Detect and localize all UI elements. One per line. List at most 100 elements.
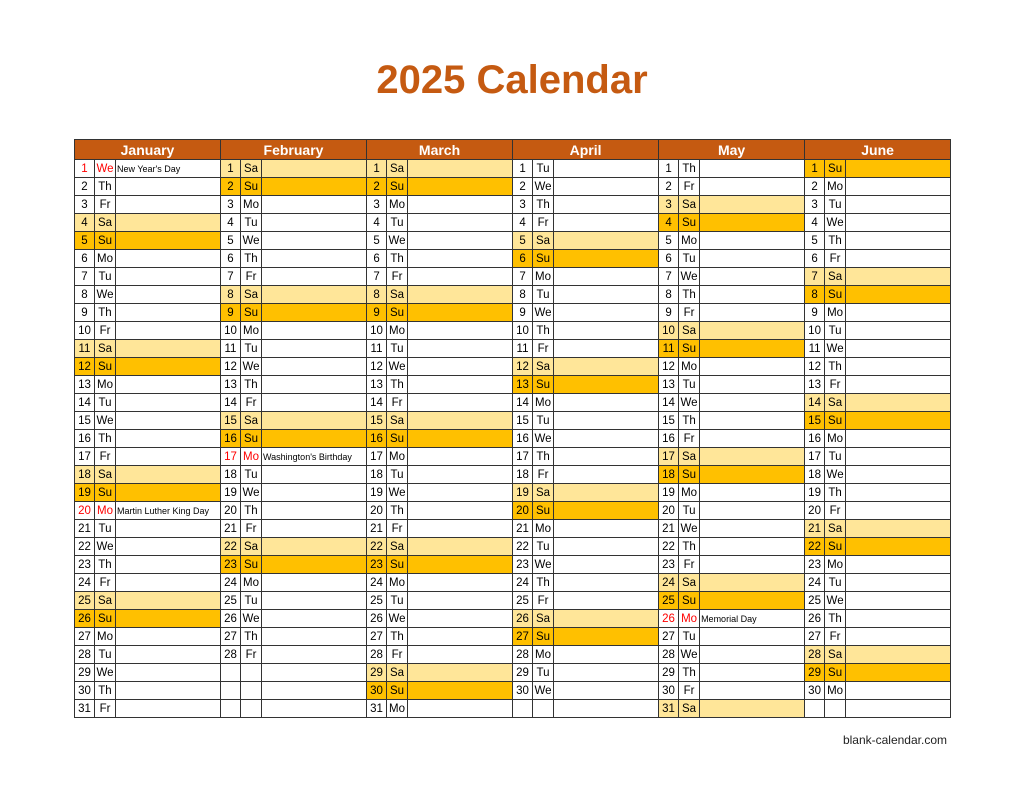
- day-number: 9: [74, 303, 95, 322]
- weekday: Fr: [94, 447, 116, 466]
- weekday: Mo: [94, 627, 116, 646]
- day-note: [553, 591, 660, 610]
- day-number: 13: [658, 375, 680, 394]
- weekday: Th: [678, 411, 701, 430]
- weekday: Th: [678, 285, 701, 304]
- day-note: [699, 573, 806, 592]
- month-header-january: January: [74, 139, 221, 160]
- day-note: [553, 393, 660, 412]
- weekday: Su: [532, 249, 555, 268]
- day-note: [845, 303, 952, 322]
- day-note: [553, 411, 660, 430]
- weekday: Sa: [532, 231, 555, 250]
- day-note: [699, 429, 806, 448]
- day-note: [553, 177, 660, 196]
- weekday: Th: [386, 249, 409, 268]
- weekday: Mo: [94, 375, 116, 394]
- day-note: [407, 645, 514, 664]
- weekday: Tu: [240, 213, 262, 232]
- day-number: 28: [220, 645, 241, 664]
- day-note: [115, 591, 221, 610]
- day-number: 13: [512, 375, 534, 394]
- weekday: Tu: [824, 321, 847, 340]
- weekday: Sa: [240, 411, 262, 430]
- weekday: Sa: [678, 321, 701, 340]
- weekday: Fr: [678, 555, 701, 574]
- day-note: [699, 681, 806, 700]
- weekday: Fr: [240, 267, 262, 286]
- weekday: Su: [824, 537, 847, 556]
- day-note: [553, 303, 660, 322]
- weekday: Fr: [532, 465, 555, 484]
- day-note: [845, 267, 952, 286]
- day-number: 3: [804, 195, 826, 214]
- day-number: 9: [804, 303, 826, 322]
- day-note: [845, 357, 952, 376]
- footer-site-link[interactable]: blank-calendar.com: [842, 733, 947, 747]
- day-note: [260, 483, 368, 502]
- day-number: 24: [804, 573, 826, 592]
- weekday: Sa: [240, 285, 262, 304]
- weekday: We: [824, 465, 847, 484]
- day-number: 23: [658, 555, 680, 574]
- weekday: We: [94, 663, 116, 682]
- weekday: Th: [532, 321, 555, 340]
- calendar-row: 23 Th 23 Su 23 Su 23 We 23 Fr 23 Mo: [74, 555, 952, 574]
- day-note: [553, 321, 660, 340]
- day-number: 20: [74, 501, 95, 520]
- day-number: 14: [74, 393, 95, 412]
- weekday: Fr: [94, 573, 116, 592]
- day-number: 20: [658, 501, 680, 520]
- weekday: Su: [386, 303, 409, 322]
- day-number: 2: [74, 177, 95, 196]
- day-note: [699, 285, 806, 304]
- weekday: Th: [94, 681, 116, 700]
- day-note: [845, 501, 952, 520]
- day-number: 14: [512, 393, 534, 412]
- day-number: 15: [804, 411, 826, 430]
- day-note: [553, 339, 660, 358]
- day-number: 8: [74, 285, 95, 304]
- weekday: Tu: [532, 663, 555, 682]
- weekday: Tu: [824, 573, 847, 592]
- day-note: [260, 159, 368, 178]
- weekday: Mo: [386, 195, 409, 214]
- day-number: 18: [366, 465, 388, 484]
- day-note: [260, 195, 368, 214]
- day-number: 28: [366, 645, 388, 664]
- day-number: 9: [658, 303, 680, 322]
- day-number: 17: [804, 447, 826, 466]
- day-number: 8: [512, 285, 534, 304]
- weekday: Mo: [824, 681, 847, 700]
- weekday: Tu: [824, 447, 847, 466]
- day-note: [699, 213, 806, 232]
- weekday: Sa: [386, 537, 409, 556]
- day-number: 25: [74, 591, 95, 610]
- day-note: [260, 627, 368, 646]
- weekday: Sa: [386, 285, 409, 304]
- weekday: Mo: [386, 447, 409, 466]
- day-note: [115, 321, 221, 340]
- day-note: [699, 591, 806, 610]
- day-number: 27: [74, 627, 95, 646]
- day-number: 9: [512, 303, 534, 322]
- weekday: Mo: [532, 393, 555, 412]
- weekday: Th: [824, 483, 847, 502]
- day-note: [553, 195, 660, 214]
- day-number: 31: [658, 699, 680, 718]
- weekday: Th: [678, 663, 701, 682]
- day-number: 10: [804, 321, 826, 340]
- day-number: 29: [804, 663, 826, 682]
- day-note: [260, 609, 368, 628]
- day-note: [115, 213, 221, 232]
- day-number: 30: [804, 681, 826, 700]
- weekday: Fr: [386, 267, 409, 286]
- weekday: Th: [94, 429, 116, 448]
- weekday: [824, 699, 847, 718]
- weekday: We: [824, 339, 847, 358]
- weekday: Sa: [532, 483, 555, 502]
- month-header-may: May: [658, 139, 806, 160]
- day-note: [553, 501, 660, 520]
- day-note: [699, 519, 806, 538]
- day-note: [407, 267, 514, 286]
